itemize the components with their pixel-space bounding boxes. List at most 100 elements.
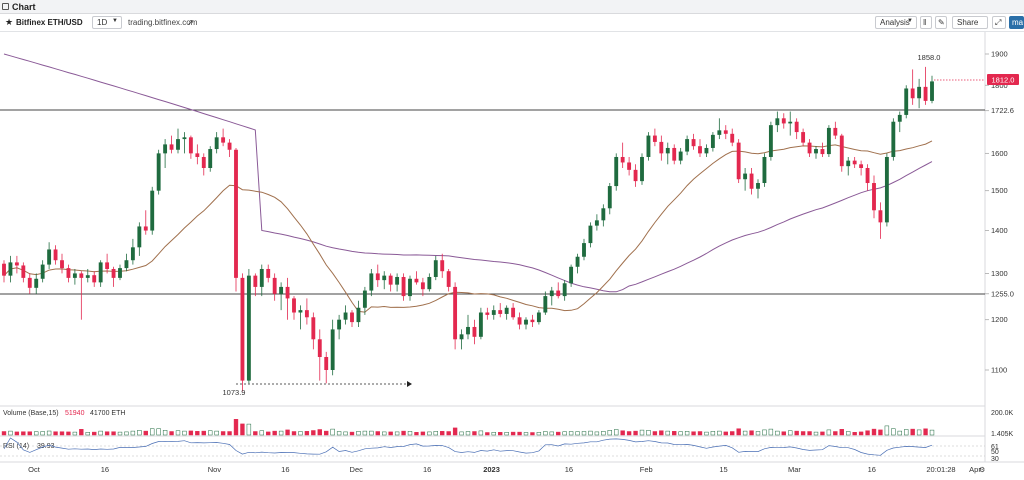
candle-body xyxy=(453,286,458,340)
price-tick-label: 1900 xyxy=(991,50,1008,59)
candle-body xyxy=(395,276,400,285)
candle-body xyxy=(324,357,329,370)
price-chart[interactable]: 1900 1800 1722.6 1600 1500 1400 1300 1255.0 1200… xyxy=(0,32,1024,480)
price-tick-label: 1200 xyxy=(991,315,1008,324)
candle-body xyxy=(878,210,883,223)
candle-body xyxy=(665,147,670,154)
volume-bar xyxy=(227,431,232,436)
candle-body xyxy=(459,334,464,340)
candle-body xyxy=(60,260,64,269)
settings-gear-icon[interactable]: ⚙ xyxy=(979,466,985,474)
volume-bar xyxy=(285,429,290,436)
interval-select[interactable]: 1D ▼ xyxy=(92,16,122,29)
volume-bar xyxy=(104,431,110,436)
candle-body xyxy=(382,275,387,281)
volume-value-2: 41700 ETH xyxy=(90,410,125,417)
chart-toolbar: ★ Bitfinex ETH/USD 1D ▼ trading.bitfinex… xyxy=(0,14,1024,32)
price-tick-label: 1800 xyxy=(991,81,1008,90)
right-tab[interactable]: ma xyxy=(1009,16,1024,29)
candle-body xyxy=(820,149,825,155)
share-label: Share xyxy=(957,18,979,27)
volume-bar xyxy=(79,429,84,436)
candle-body xyxy=(917,86,922,99)
volume-bar xyxy=(111,431,116,436)
candle-body xyxy=(8,262,13,276)
time-axis-label: Apr xyxy=(969,465,981,474)
volume-bar xyxy=(678,431,683,436)
analysis-button[interactable]: Analysis ▼ xyxy=(875,16,917,29)
candle-body xyxy=(440,260,445,272)
volume-bar xyxy=(66,431,71,436)
volume-bar xyxy=(414,432,419,436)
volume-bar xyxy=(53,431,58,436)
volume-bar xyxy=(388,431,393,436)
candle-body xyxy=(105,262,110,269)
volume-bar xyxy=(278,430,284,436)
star-icon[interactable]: ★ xyxy=(5,17,14,27)
ma-long-path xyxy=(3,53,933,293)
volume-bar xyxy=(504,432,509,436)
volume-bar xyxy=(349,431,355,436)
volume-bar xyxy=(749,430,754,436)
volume-bar xyxy=(839,429,844,436)
candle-body xyxy=(98,262,103,283)
volume-bar xyxy=(21,431,26,436)
candle-body xyxy=(246,275,251,381)
volume-bar xyxy=(697,431,703,436)
symbol-label[interactable]: Bitfinex ETH/USD xyxy=(16,18,83,27)
candle-body xyxy=(872,183,876,211)
volume-bar xyxy=(137,430,142,436)
source-url[interactable]: trading.bitfinex.com xyxy=(128,18,198,27)
rsi-scale-61: 61 xyxy=(991,444,999,451)
volume-bar xyxy=(40,431,45,436)
volume-bar xyxy=(588,430,593,436)
candle-body xyxy=(292,298,296,313)
volume-bar xyxy=(317,429,322,436)
candle-body xyxy=(801,132,806,143)
volume-bar xyxy=(156,428,161,436)
high-annotation: 1858.0 xyxy=(918,53,941,62)
candle-body xyxy=(240,277,245,381)
time-axis-label: Feb xyxy=(640,465,653,474)
candle-body xyxy=(781,118,786,124)
rsi-scale-30: 30 xyxy=(991,456,999,463)
pencil-icon[interactable]: ✎ xyxy=(935,16,947,29)
rsi-value: 39.93 xyxy=(37,443,55,450)
volume-bar xyxy=(910,428,915,436)
volume-bar xyxy=(491,432,496,436)
candle-body xyxy=(362,290,367,308)
volume-bar xyxy=(34,431,39,436)
candle-body xyxy=(678,151,683,161)
right-tab-label: ma xyxy=(1012,18,1024,27)
volume-bar xyxy=(362,430,368,436)
volume-bar xyxy=(807,431,812,436)
external-link-icon[interactable]: ↗ xyxy=(187,18,194,27)
volume-bar xyxy=(858,431,864,436)
interval-label: 1D xyxy=(97,18,108,27)
volume-value-1: 51940 xyxy=(65,410,85,417)
candle-body xyxy=(472,326,477,337)
volume-bar xyxy=(420,431,426,436)
fullscreen-icon[interactable]: ⤢ xyxy=(992,16,1006,29)
volume-bar xyxy=(916,429,922,436)
volume-bar xyxy=(620,430,625,436)
candle-body xyxy=(176,139,180,150)
volume-bar xyxy=(169,431,174,436)
candle-body xyxy=(704,147,709,154)
candle-body xyxy=(143,226,148,231)
candle-body xyxy=(717,130,722,135)
volume-bar xyxy=(330,428,335,436)
candle-body xyxy=(304,310,309,318)
candle-body xyxy=(833,127,838,136)
pause-icon[interactable]: ‖ xyxy=(920,16,932,29)
candle-body xyxy=(266,268,271,278)
volume-bar xyxy=(407,431,413,436)
share-button[interactable]: Share xyxy=(952,16,988,29)
plot-background xyxy=(0,32,985,480)
arrow-head-icon xyxy=(407,381,412,387)
volume-bar xyxy=(175,430,181,436)
volume-scale-top: 200.0K xyxy=(991,410,1014,417)
candle-body xyxy=(317,339,322,358)
candle-body xyxy=(730,133,735,143)
volume-bar xyxy=(826,429,832,436)
